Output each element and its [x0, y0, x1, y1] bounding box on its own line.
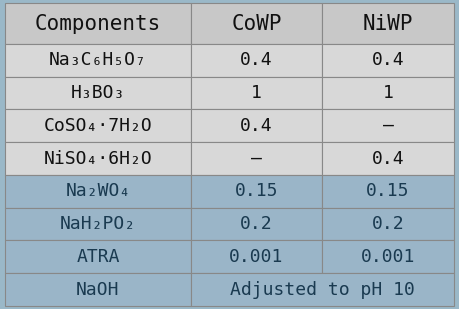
- Bar: [322, 77, 454, 109]
- Text: 0.15: 0.15: [366, 182, 410, 200]
- Bar: [5, 208, 191, 240]
- Text: Components: Components: [35, 14, 161, 34]
- Bar: [191, 208, 322, 240]
- Bar: [191, 273, 454, 306]
- Bar: [5, 273, 191, 306]
- Text: ATRA: ATRA: [76, 248, 120, 266]
- Bar: [5, 77, 191, 109]
- Text: 0.4: 0.4: [240, 51, 273, 69]
- Bar: [5, 142, 191, 175]
- Text: –: –: [383, 117, 393, 135]
- Text: NaOH: NaOH: [76, 281, 120, 298]
- Bar: [322, 208, 454, 240]
- Text: NiSO₄·6H₂O: NiSO₄·6H₂O: [44, 150, 152, 167]
- Bar: [322, 3, 454, 44]
- Text: Adjusted to pH 10: Adjusted to pH 10: [230, 281, 415, 298]
- Text: Na₃C₆H₅O₇: Na₃C₆H₅O₇: [49, 51, 147, 69]
- Text: NaH₂PO₂: NaH₂PO₂: [60, 215, 136, 233]
- Bar: [191, 3, 322, 44]
- Bar: [322, 175, 454, 208]
- Text: 0.15: 0.15: [235, 182, 278, 200]
- Text: CoWP: CoWP: [231, 14, 282, 34]
- Text: 0.001: 0.001: [361, 248, 415, 266]
- Text: –: –: [251, 150, 262, 167]
- Bar: [5, 44, 191, 77]
- Text: 0.2: 0.2: [372, 215, 404, 233]
- Bar: [322, 142, 454, 175]
- Text: 0.001: 0.001: [230, 248, 284, 266]
- Bar: [322, 240, 454, 273]
- Bar: [5, 175, 191, 208]
- Bar: [191, 77, 322, 109]
- Bar: [322, 109, 454, 142]
- Text: H₃BO₃: H₃BO₃: [71, 84, 125, 102]
- Text: 0.4: 0.4: [240, 117, 273, 135]
- Text: 0.4: 0.4: [372, 51, 404, 69]
- Bar: [322, 44, 454, 77]
- Text: 1: 1: [383, 84, 393, 102]
- Bar: [191, 175, 322, 208]
- Text: NiWP: NiWP: [363, 14, 413, 34]
- Text: 0.4: 0.4: [372, 150, 404, 167]
- Bar: [191, 44, 322, 77]
- Text: CoSO₄·7H₂O: CoSO₄·7H₂O: [44, 117, 152, 135]
- Bar: [191, 109, 322, 142]
- Bar: [5, 240, 191, 273]
- Text: 1: 1: [251, 84, 262, 102]
- Text: Na₂WO₄: Na₂WO₄: [65, 182, 130, 200]
- Bar: [5, 3, 191, 44]
- Bar: [191, 240, 322, 273]
- Bar: [191, 142, 322, 175]
- Text: 0.2: 0.2: [240, 215, 273, 233]
- Bar: [5, 109, 191, 142]
